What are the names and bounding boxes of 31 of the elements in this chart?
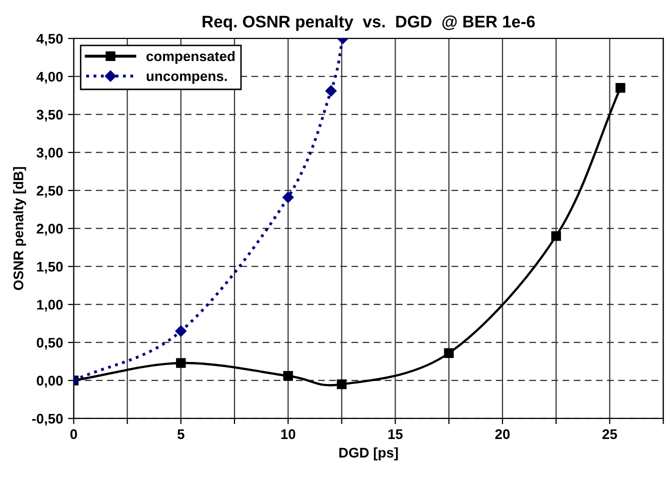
y-tick-label: 0,00	[36, 376, 63, 388]
y-tick-label: 3,00	[36, 148, 63, 160]
x-tick-label: 5	[177, 429, 184, 440]
y-tick-label: 4,50	[36, 34, 63, 46]
point	[175, 325, 187, 337]
x-tick-label: 25	[602, 429, 618, 440]
point	[336, 379, 347, 390]
legend-label: compensated	[146, 50, 235, 64]
y-tick-label: 2,50	[36, 186, 63, 198]
y-axis-title: OSNR penalty [dB]	[13, 167, 26, 290]
y-tick-label: 1,00	[37, 300, 63, 312]
legend-label: uncompens.	[146, 73, 227, 84]
x-tick-label: 0	[70, 429, 77, 440]
x-axis-title: DGD [ps]	[339, 447, 398, 460]
y-tick-label: 2,00	[36, 224, 63, 236]
point	[283, 371, 293, 381]
y-tick-label: 4,00	[36, 72, 63, 84]
point	[444, 348, 454, 358]
y-tick-label: 0,50	[36, 338, 63, 350]
point	[325, 85, 337, 97]
y-tick-label: -0,50	[32, 414, 63, 426]
x-tick-label: 15	[388, 429, 403, 440]
point	[551, 231, 561, 241]
chart-title: Req. OSNR penalty vs. DGD @ BER 1e-6	[202, 15, 535, 31]
x-tick-label: 20	[495, 429, 510, 440]
y-tick-label: 1,50	[37, 262, 63, 274]
point	[176, 358, 186, 368]
point	[282, 192, 294, 203]
point	[616, 83, 626, 93]
y-tick-label: 3,50	[36, 110, 63, 122]
x-tick-label: 10	[281, 429, 296, 440]
